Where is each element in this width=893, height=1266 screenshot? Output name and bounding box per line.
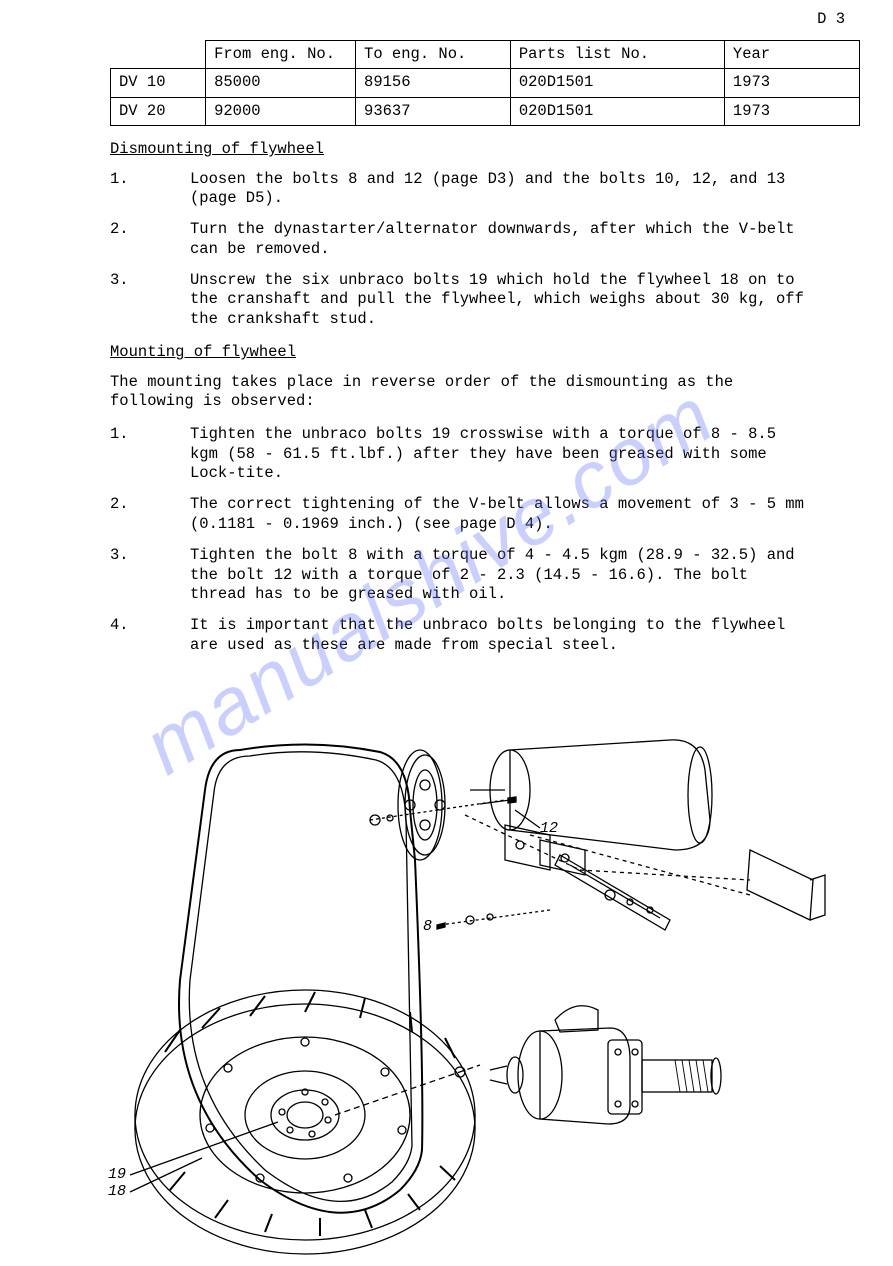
list-item: 2.The correct tightening of the V-belt a… (110, 495, 813, 534)
table-header: To eng. No. (356, 41, 511, 69)
table-header: Year (724, 41, 859, 69)
table-cell: DV 20 (111, 97, 206, 125)
diagram-callout-18: 18 (108, 1183, 126, 1202)
dismounting-steps: 1.Loosen the bolts 8 and 12 (page D3) an… (110, 170, 813, 330)
step-number: 3. (110, 546, 190, 604)
table-cell: 1973 (724, 97, 859, 125)
step-number: 2. (110, 495, 190, 534)
step-number: 3. (110, 271, 190, 329)
step-text: Unscrew the six unbraco bolts 19 which h… (190, 271, 813, 329)
table-cell: 85000 (206, 69, 356, 97)
mounting-steps: 1.Tighten the unbraco bolts 19 crosswise… (110, 425, 813, 655)
table-header-blank (111, 41, 206, 69)
table-cell: 92000 (206, 97, 356, 125)
page-number: D 3 (817, 10, 845, 29)
list-item: 1.Tighten the unbraco bolts 19 crosswise… (110, 425, 813, 483)
mounting-intro: The mounting takes place in reverse orde… (110, 373, 813, 412)
step-text: The correct tightening of the V-belt all… (190, 495, 813, 534)
section-title-mounting: Mounting of flywheel (110, 343, 853, 362)
diagram-callout-19: 19 (108, 1166, 126, 1185)
table-row: DV 20 92000 93637 020D1501 1973 (111, 97, 860, 125)
table-cell: DV 10 (111, 69, 206, 97)
diagram-callout-8: 8 (423, 918, 432, 937)
table-cell: 89156 (356, 69, 511, 97)
table-cell: 020D1501 (510, 97, 724, 125)
engine-spec-table: From eng. No. To eng. No. Parts list No.… (110, 40, 860, 126)
step-text: Loosen the bolts 8 and 12 (page D3) and … (190, 170, 813, 209)
step-text: Tighten the bolt 8 with a torque of 4 - … (190, 546, 813, 604)
table-cell: 1973 (724, 69, 859, 97)
table-header: Parts list No. (510, 41, 724, 69)
list-item: 1.Loosen the bolts 8 and 12 (page D3) an… (110, 170, 813, 209)
diagram-callout-12: 12 (540, 820, 558, 839)
table-header: From eng. No. (206, 41, 356, 69)
list-item: 3.Tighten the bolt 8 with a torque of 4 … (110, 546, 813, 604)
step-number: 1. (110, 170, 190, 209)
step-text: Turn the dynastarter/alternator downward… (190, 220, 813, 259)
list-item: 3.Unscrew the six unbraco bolts 19 which… (110, 271, 813, 329)
step-number: 1. (110, 425, 190, 483)
step-number: 2. (110, 220, 190, 259)
table-row: DV 10 85000 89156 020D1501 1973 (111, 69, 860, 97)
step-text: It is important that the unbraco bolts b… (190, 616, 813, 655)
table-cell: 93637 (356, 97, 511, 125)
section-title-dismounting: Dismounting of flywheel (110, 140, 853, 159)
list-item: 2.Turn the dynastarter/alternator downwa… (110, 220, 813, 259)
step-number: 4. (110, 616, 190, 655)
flywheel-exploded-diagram: 12 8 19 18 (110, 720, 830, 1260)
table-cell: 020D1501 (510, 69, 724, 97)
list-item: 4.It is important that the unbraco bolts… (110, 616, 813, 655)
step-text: Tighten the unbraco bolts 19 crosswise w… (190, 425, 813, 483)
